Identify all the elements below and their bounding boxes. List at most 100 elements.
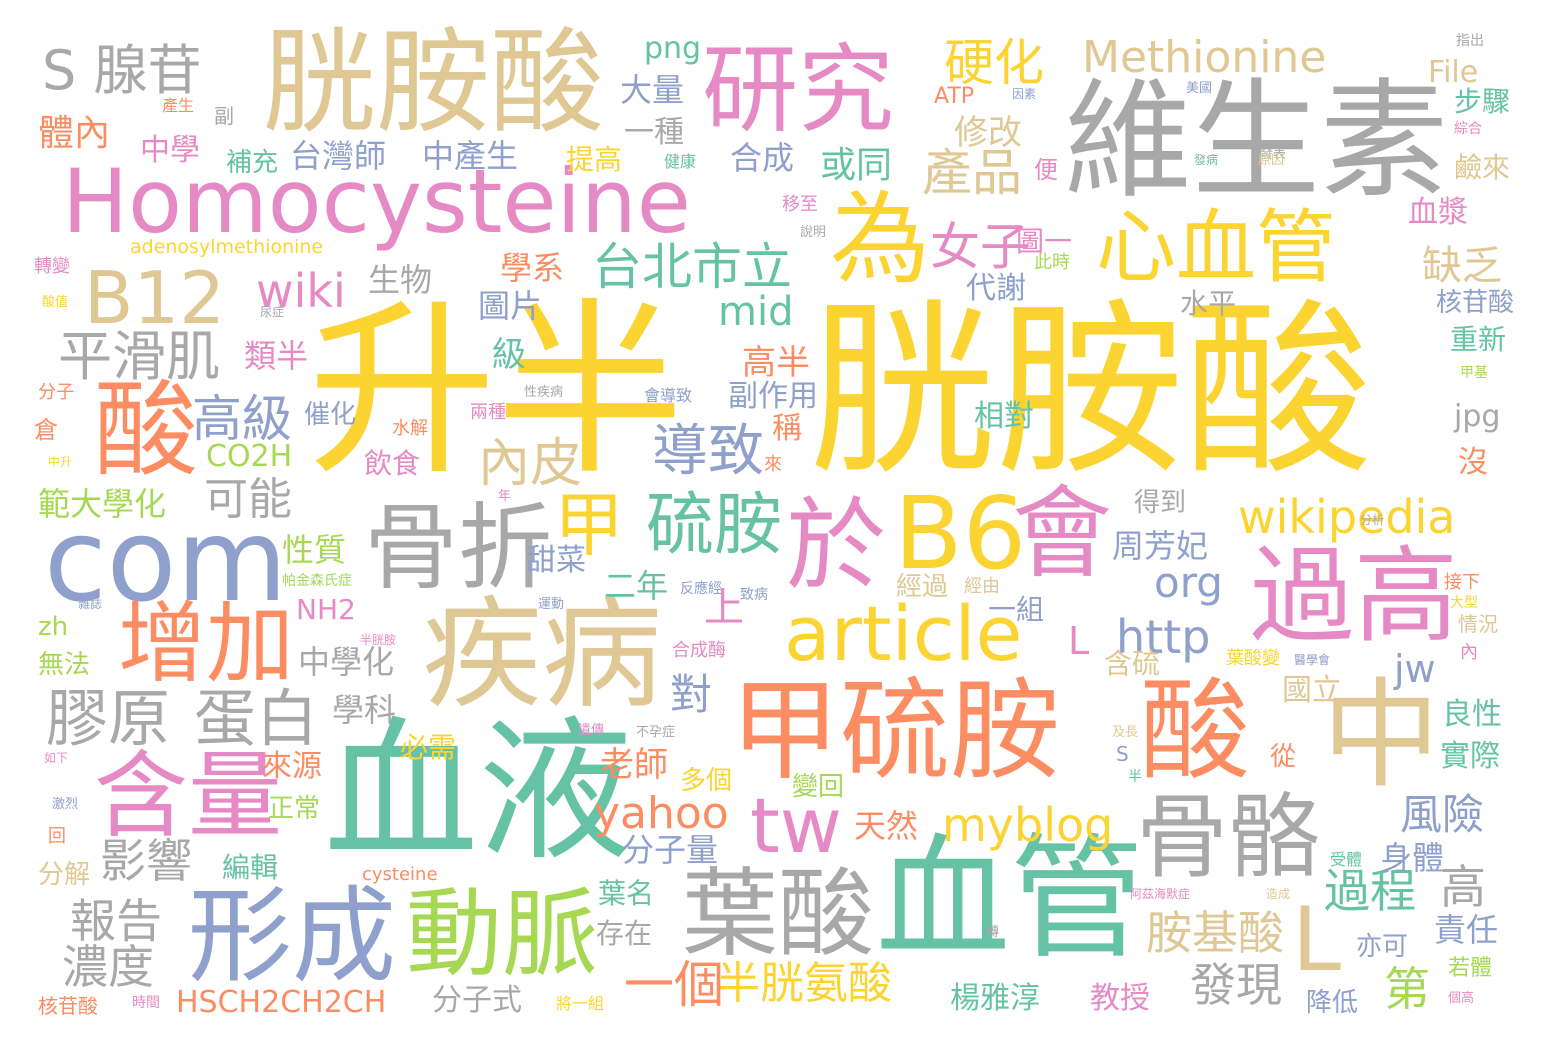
word-7: S 腺苷: [42, 39, 202, 102]
word-122: L: [1292, 888, 1342, 991]
word-194: 半: [1128, 769, 1142, 785]
word-203: 將一組: [556, 994, 605, 1013]
word-38: 蛋白: [194, 682, 319, 755]
word-101: 飲食: [364, 447, 421, 480]
word-69: 提高: [566, 143, 623, 176]
word-18: 骨骼: [1136, 784, 1321, 891]
word-60: 過程: [1324, 864, 1416, 918]
word-138: 責任: [1434, 911, 1499, 949]
word-125: 來源: [262, 749, 322, 784]
word-44: 高級: [192, 390, 292, 448]
word-191: 如下: [44, 751, 69, 765]
word-123: 良性: [1442, 697, 1502, 732]
word-81: 圖一: [1016, 225, 1073, 258]
word-26: article: [784, 589, 1023, 678]
word-70: 合成: [730, 139, 795, 177]
word-2: 胱胺酸: [808, 282, 1372, 501]
word-183: 致病: [740, 587, 768, 603]
word-119: 含硫: [1104, 647, 1161, 680]
word-50: yahoo: [594, 788, 729, 839]
word-120: 國立: [1282, 673, 1342, 708]
word-52: 胺基酸: [1146, 906, 1284, 960]
word-33: 酸: [94, 369, 199, 491]
word-153: 健康: [664, 152, 697, 171]
word-72: 或同: [820, 145, 893, 186]
word-201: 核苷酸: [38, 994, 98, 1018]
word-146: 若體: [1448, 956, 1493, 981]
word-121: L: [1068, 619, 1090, 663]
word-91: 重新: [1450, 323, 1507, 356]
word-144: 教授: [1090, 981, 1150, 1016]
word-15: 酸: [1140, 667, 1250, 795]
word-76: File: [1428, 55, 1479, 90]
word-171: 會導致: [644, 386, 693, 405]
word-46: 導致: [652, 419, 764, 484]
word-31: 葉酸: [682, 858, 874, 970]
word-79: ATP: [934, 84, 975, 109]
word-159: 說明: [800, 225, 827, 240]
word-200: 轉: [986, 925, 1000, 940]
word-108: 經過: [896, 572, 949, 602]
word-73: 大量: [620, 71, 685, 109]
word-87: 圖片: [478, 287, 543, 325]
word-93: 高半: [742, 343, 810, 383]
word-4: 維生素: [1064, 67, 1449, 216]
word-198: 阿茲海默症: [1130, 887, 1191, 901]
word-23: 會: [1012, 475, 1112, 592]
word-137: 存在: [596, 917, 653, 950]
word-180: 雜誌: [78, 597, 103, 611]
word-49: myblog: [942, 798, 1114, 852]
word-99: CO2H: [206, 439, 293, 474]
word-83: adenosylmethionine: [130, 236, 324, 258]
word-36: wikipedia: [1238, 490, 1456, 544]
word-48: http: [1116, 610, 1211, 664]
word-148: 指出: [1456, 33, 1484, 49]
word-37: 膠原: [46, 682, 171, 755]
word-109: 一組: [988, 593, 1045, 626]
word-45: 內皮: [478, 434, 583, 494]
word-8: Methionine: [1082, 32, 1327, 83]
word-110: 上: [704, 585, 744, 631]
word-74: 一種: [624, 115, 684, 150]
word-96: 相對: [974, 399, 1034, 434]
word-161: 轉變: [34, 256, 70, 277]
word-115: zh: [38, 612, 69, 642]
word-165: 分子: [38, 382, 74, 403]
word-196: 回: [48, 826, 66, 847]
word-126: 正常: [268, 794, 321, 824]
word-24: 過高: [1250, 535, 1459, 657]
word-127: 多個: [680, 766, 733, 796]
word-65: 中學: [140, 133, 200, 168]
word-172: 來: [764, 454, 782, 475]
word-16: 中: [1322, 666, 1441, 804]
word-103: 性質: [282, 531, 347, 569]
word-5: Homocysteine: [62, 150, 691, 253]
word-47: mid: [718, 289, 794, 335]
word-179: 大型: [1450, 595, 1478, 611]
word-66: 補充: [226, 148, 279, 178]
word-168: 中升: [48, 455, 73, 469]
word-157: 綜合: [1454, 121, 1482, 137]
word-195: 激烈: [52, 797, 79, 812]
word-140: 第: [1384, 962, 1430, 1016]
word-13: 血液: [324, 703, 633, 882]
word-193: S: [1116, 742, 1129, 766]
word-149: 美國: [1186, 81, 1213, 96]
word-139: 亦可: [1356, 932, 1409, 962]
word-111: NH2: [296, 593, 356, 626]
word-41: 女子: [930, 218, 1030, 276]
word-189: 遺傳: [578, 723, 605, 738]
word-130: 天然: [854, 807, 919, 845]
word-85: 生物: [368, 261, 433, 299]
word-170: 性疾病: [524, 385, 564, 400]
word-181: 運動: [538, 597, 565, 612]
word-131: 分子量: [622, 831, 719, 869]
word-133: 編輯: [222, 851, 279, 884]
word-77: 步驟: [1454, 85, 1511, 118]
word-166: 倉: [34, 416, 58, 444]
word-186: 醫學會: [1294, 653, 1331, 667]
word-185: 葉酸變: [1226, 648, 1280, 669]
word-86: 學系: [500, 249, 565, 287]
word-202: 時間: [132, 995, 160, 1011]
